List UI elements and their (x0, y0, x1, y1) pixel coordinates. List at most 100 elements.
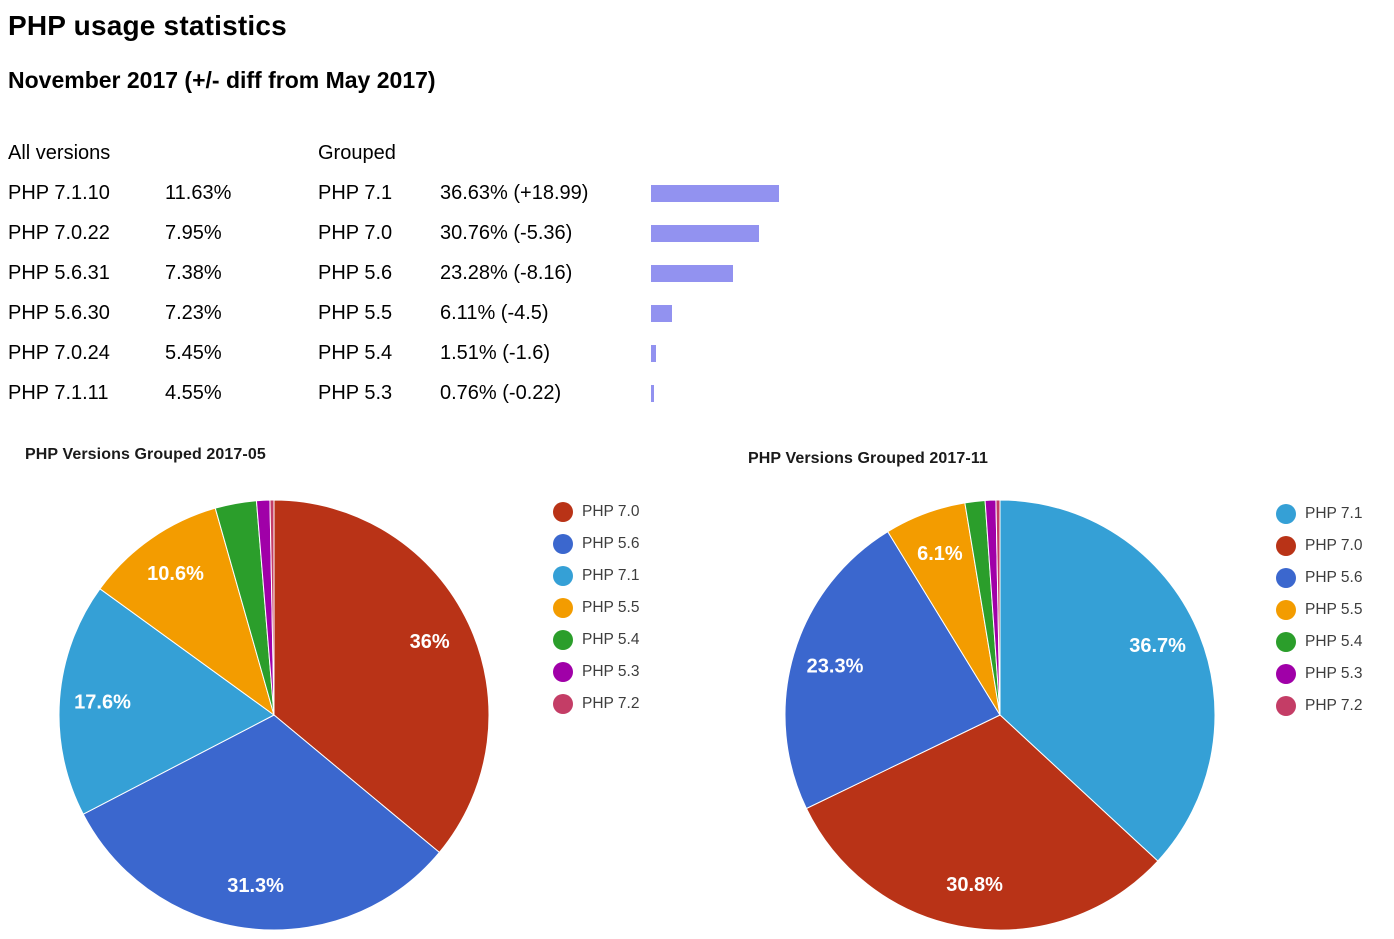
pie-slice-label: 36.7% (1129, 635, 1186, 657)
pie-slice-label: 31.3% (227, 875, 284, 897)
usage-bar (651, 384, 654, 402)
table-row: PHP 7.1.11 4.55% PHP 5.3 0.76% (-0.22) (8, 373, 908, 413)
legend-swatch-icon (553, 662, 573, 682)
legend-item: PHP 5.6 (553, 528, 639, 560)
table-row: PHP 5.6.31 7.38% PHP 5.6 23.28% (-8.16) (8, 253, 908, 293)
grouped-header: Grouped (318, 142, 396, 164)
grouped-version-label: PHP 5.6 (318, 262, 393, 284)
grouped-share: 30.76% (-5.36) (440, 222, 573, 244)
legend-item: PHP 7.1 (553, 560, 639, 592)
usage-bar (651, 224, 759, 242)
legend-item: PHP 7.2 (1276, 690, 1362, 722)
legend-swatch-icon (553, 502, 573, 522)
legend-swatch-icon (1276, 536, 1296, 556)
table-row: PHP 5.6.30 7.23% PHP 5.5 6.11% (-4.5) (8, 293, 908, 333)
legend-item: PHP 5.4 (553, 624, 639, 656)
grouped-version-label: PHP 5.4 (318, 342, 393, 364)
versions-table: All versions Grouped PHP 7.1.10 11.63% P… (8, 133, 908, 413)
legend-swatch-icon (1276, 600, 1296, 620)
legend-swatch-icon (553, 566, 573, 586)
grouped-share: 1.51% (-1.6) (440, 342, 551, 364)
pie-slice-label: 30.8% (946, 874, 1003, 896)
pie-slice-php-5-5 (99, 507, 275, 717)
legend-swatch-icon (1276, 696, 1296, 716)
version-share: 7.95% (165, 222, 222, 244)
grouped-share: 0.76% (-0.22) (440, 382, 562, 404)
version-label: PHP 5.6.30 (8, 302, 110, 324)
pie-slice-php-7-0 (805, 714, 1159, 931)
legend-label: PHP 5.5 (1305, 601, 1363, 618)
table-row: PHP 7.0.22 7.95% PHP 7.0 30.76% (-5.36) (8, 213, 908, 253)
table-row: PHP 7.1.10 11.63% PHP 7.1 36.63% (+18.99… (8, 173, 908, 213)
version-share: 4.55% (165, 382, 222, 404)
grouped-version-label: PHP 5.5 (318, 302, 393, 324)
grouped-share: 6.11% (-4.5) (440, 302, 549, 324)
legend-item: PHP 7.1 (1276, 498, 1362, 530)
version-share: 7.23% (165, 302, 222, 324)
page-title: PHP usage statistics (8, 10, 287, 41)
pie-slice-label: 23.3% (807, 656, 864, 678)
legend-swatch-icon (553, 598, 573, 618)
pie-legend-2017-05: PHP 7.0 PHP 5.6 PHP 7.1 PHP 5.5 PHP 5.4 PHP 5… (553, 496, 639, 720)
legend-item: PHP 5.5 (1276, 594, 1362, 626)
version-share: 7.38% (165, 262, 222, 284)
legend-label: PHP 5.5 (582, 599, 640, 616)
legend-label: PHP 7.0 (582, 503, 640, 520)
page-subtitle: November 2017 (+/- diff from May 2017) (8, 67, 436, 93)
legend-label: PHP 5.4 (1305, 633, 1363, 650)
legend-label: PHP 7.2 (582, 695, 640, 712)
pie-slice-php-7-2 (269, 499, 275, 716)
version-label: PHP 7.0.24 (8, 342, 110, 364)
table-row: PHP 7.0.24 5.45% PHP 5.4 1.51% (-1.6) (8, 333, 908, 373)
legend-item: PHP 5.5 (553, 592, 639, 624)
legend-label: PHP 5.6 (1305, 569, 1363, 586)
legend-label: PHP 5.4 (582, 631, 640, 648)
version-label: PHP 7.1.10 (8, 182, 110, 204)
pie-slice-label: 17.6% (74, 691, 131, 713)
version-share: 5.45% (165, 342, 222, 364)
legend-swatch-icon (1276, 664, 1296, 684)
legend-item: PHP 7.0 (553, 496, 639, 528)
grouped-share: 23.28% (-8.16) (440, 262, 573, 284)
legend-label: PHP 7.1 (1305, 505, 1363, 522)
grouped-share: 36.63% (+18.99) (440, 182, 589, 204)
pie-chart-2017-05: 36% 31.3% 17.6% 10.6% (58, 499, 490, 931)
pie-slice-label: 10.6% (147, 563, 204, 585)
usage-bar (651, 184, 780, 202)
legend-swatch-icon (1276, 568, 1296, 588)
pie-chart-2017-11: 36.7% 30.8% 23.3% 6.1% (784, 499, 1216, 931)
legend-item: PHP 5.4 (1276, 626, 1362, 658)
grouped-version-label: PHP 7.1 (318, 182, 393, 204)
pie-slice-php-5-6 (82, 714, 441, 931)
legend-swatch-icon (553, 694, 573, 714)
legend-item: PHP 5.6 (1276, 562, 1362, 594)
version-share: 11.63% (165, 182, 232, 204)
pie-slice-php-7-1 (999, 499, 1216, 862)
pie-slice-php-7-0 (273, 499, 490, 854)
legend-item: PHP 5.3 (553, 656, 639, 688)
legend-swatch-icon (1276, 632, 1296, 652)
table-header-row: All versions Grouped (8, 133, 908, 173)
usage-bar (651, 344, 657, 362)
legend-label: PHP 7.0 (1305, 537, 1363, 554)
pie-slice-php-7-2 (995, 499, 1001, 716)
legend-item: PHP 7.2 (553, 688, 639, 720)
pie-chart-title-2017-05: PHP Versions Grouped 2017-05 (25, 446, 266, 463)
usage-bar (651, 304, 673, 322)
grouped-version-label: PHP 5.3 (318, 382, 393, 404)
legend-label: PHP 5.3 (1305, 665, 1363, 682)
grouped-version-label: PHP 7.0 (318, 222, 393, 244)
usage-bar (651, 264, 733, 282)
version-label: PHP 5.6.31 (8, 262, 110, 284)
legend-swatch-icon (1276, 504, 1296, 524)
legend-label: PHP 7.1 (582, 567, 640, 584)
pie-slice-php-7-1 (58, 588, 275, 815)
legend-item: PHP 5.3 (1276, 658, 1362, 690)
pie-slice-php-5-6 (784, 530, 1001, 810)
legend-label: PHP 7.2 (1305, 697, 1363, 714)
pie-chart-title-2017-11: PHP Versions Grouped 2017-11 (748, 450, 988, 467)
pie-slice-label: 36% (410, 631, 450, 653)
legend-swatch-icon (553, 534, 573, 554)
legend-item: PHP 7.0 (1276, 530, 1362, 562)
